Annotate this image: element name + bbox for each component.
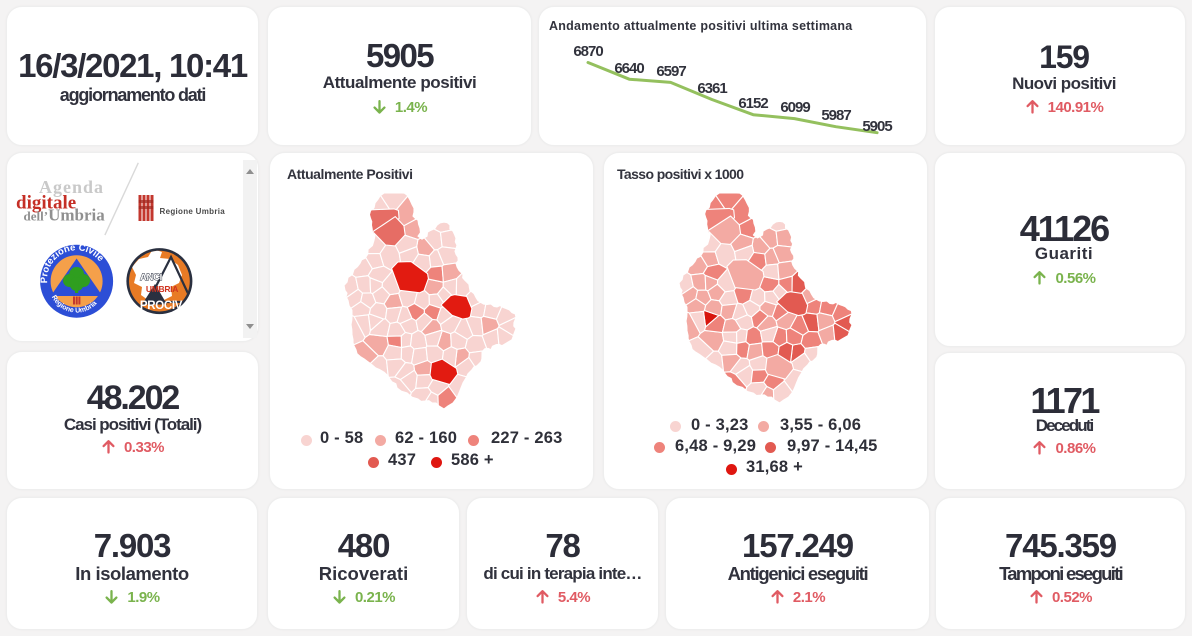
svg-text:PROCIV: PROCIV (140, 300, 183, 312)
svg-text:UMBRIA: UMBRIA (146, 284, 178, 294)
svg-text:Agenda: Agenda (39, 177, 104, 197)
svg-text:Regione Umbria: Regione Umbria (160, 207, 226, 216)
svg-text:digitale: digitale (16, 193, 76, 214)
svg-text:dell’Umbria: dell’Umbria (24, 206, 106, 225)
svg-text:ANCI: ANCI (140, 272, 162, 283)
